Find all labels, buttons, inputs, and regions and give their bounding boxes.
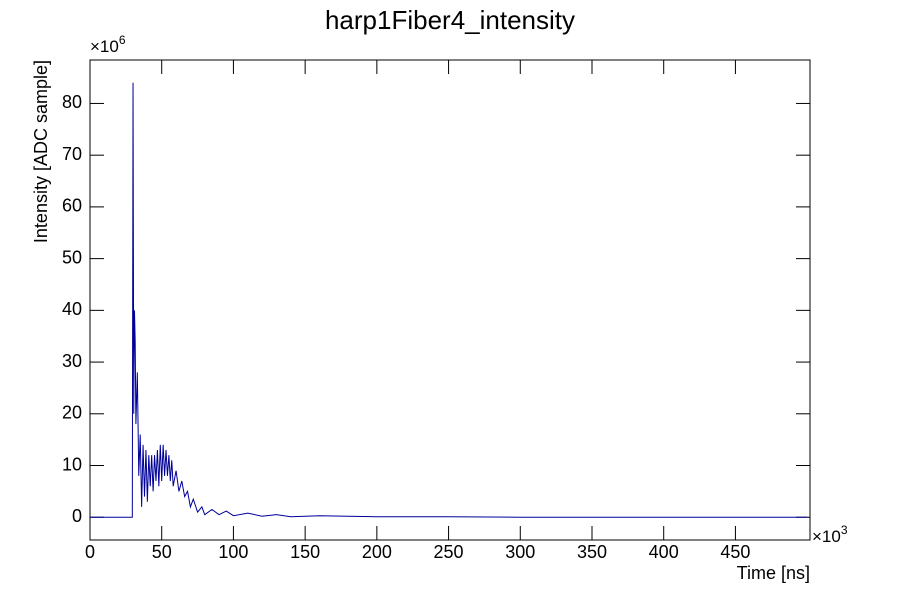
y-multiplier-exponent: 6 — [119, 33, 126, 47]
y-multiplier-base: ×10 — [90, 37, 119, 56]
chart-title: harp1Fiber4_intensity — [325, 5, 575, 35]
x-tick-label: 150 — [290, 542, 320, 562]
y-tick-label: 50 — [62, 247, 82, 267]
x-tick-label: 50 — [152, 542, 172, 562]
y-multiplier: ×106 — [90, 33, 126, 56]
y-tick-label: 20 — [62, 403, 82, 423]
x-tick-label: 350 — [577, 542, 607, 562]
y-tick-label: 80 — [62, 92, 82, 112]
x-multiplier-base: ×10 — [812, 527, 841, 546]
y-tick-label: 60 — [62, 196, 82, 216]
x-multiplier: ×103 — [812, 523, 848, 546]
x-tick-label: 200 — [362, 542, 392, 562]
y-tick-label: 0 — [72, 506, 82, 526]
x-tick-label: 100 — [218, 542, 248, 562]
x-tick-label: 0 — [85, 542, 95, 562]
data-line — [90, 82, 808, 518]
x-tick-label: 250 — [434, 542, 464, 562]
y-tick-label: 70 — [62, 144, 82, 164]
y-tick-label: 30 — [62, 351, 82, 371]
x-axis-label: Time [ns] — [737, 563, 810, 583]
plot-frame — [89, 59, 811, 541]
y-axis-label: Intensity [ADC sample] — [31, 60, 51, 243]
x-tick-label: 300 — [505, 542, 535, 562]
x-tick-label: 450 — [720, 542, 750, 562]
x-multiplier-exponent: 3 — [841, 523, 848, 537]
y-tick-label: 10 — [62, 454, 82, 474]
y-tick-label: 40 — [62, 299, 82, 319]
x-tick-label: 400 — [649, 542, 679, 562]
